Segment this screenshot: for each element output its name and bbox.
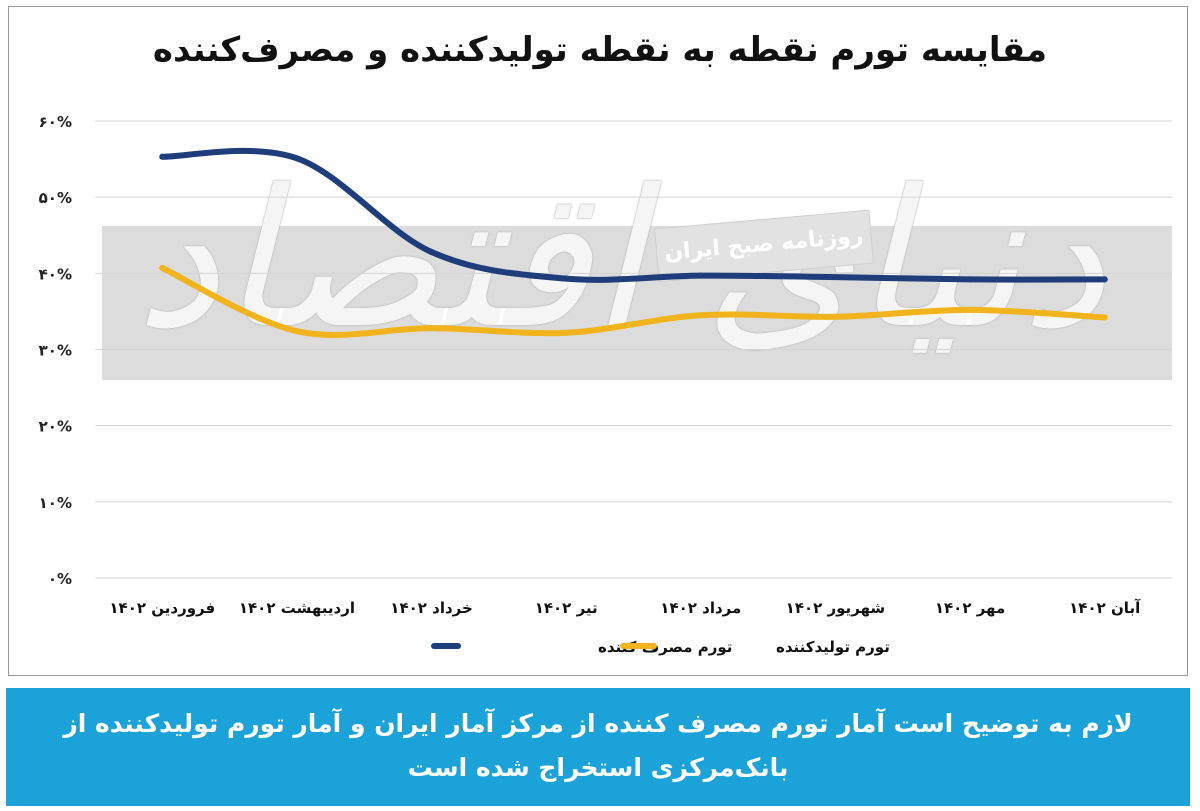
line-chart: ۰% ۱۰% ۲۰% ۳۰% ۴۰% ۵۰% ۶۰% فروردین ۱۴۰۲ اردیبهش… <box>39 113 1172 656</box>
footer-note: لازم به توضیح است آمار تورم مصرف کننده ا… <box>6 688 1190 806</box>
watermark-band <box>102 226 1172 380</box>
data-point <box>159 265 166 272</box>
data-point <box>563 275 570 282</box>
data-point <box>159 153 166 160</box>
legend-label: تورم تولیدکننده <box>776 638 890 656</box>
data-point <box>697 272 704 279</box>
data-point <box>293 328 300 335</box>
data-point <box>563 329 570 336</box>
y-tick-label: ۴۰% <box>39 265 72 283</box>
x-tick-label: اردیبهشت ۱۴۰۲ <box>239 599 355 617</box>
data-point <box>832 313 839 320</box>
x-tick-label: آبان ۱۴۰۲ <box>1069 599 1141 617</box>
data-point <box>428 249 435 256</box>
y-tick-label: ۶۰% <box>39 113 72 131</box>
data-point <box>293 155 300 162</box>
data-point <box>1101 276 1108 283</box>
x-tick-label: شهریور ۱۴۰۲ <box>786 599 886 617</box>
x-tick-label: تیر ۱۴۰۲ <box>535 599 598 617</box>
data-point <box>967 276 974 283</box>
y-tick-label: ۰% <box>48 570 72 588</box>
data-point <box>428 325 435 332</box>
data-point <box>832 274 839 281</box>
series-line-1 <box>159 147 1108 283</box>
x-tick-label: فروردین ۱۴۰۲ <box>109 599 215 617</box>
y-tick-label: ۵۰% <box>39 189 72 207</box>
y-tick-label: ۱۰% <box>39 494 72 512</box>
series-line-2 <box>159 265 1108 338</box>
y-tick-label: ۳۰% <box>39 342 72 360</box>
data-point <box>1101 314 1108 321</box>
chart-title: مقایسه تورم نقطه به نقطه تولیدکننده و مص… <box>152 30 1048 70</box>
x-tick-label: مرداد ۱۴۰۲ <box>660 599 741 617</box>
data-point <box>967 306 974 313</box>
y-tick-label: ۲۰% <box>39 418 72 436</box>
data-point <box>697 312 704 319</box>
x-tick-label: خرداد ۱۴۰۲ <box>390 599 473 617</box>
x-tick-label: مهر ۱۴۰۲ <box>935 599 1005 617</box>
legend-label: تورم مصرف کننده <box>598 638 732 656</box>
